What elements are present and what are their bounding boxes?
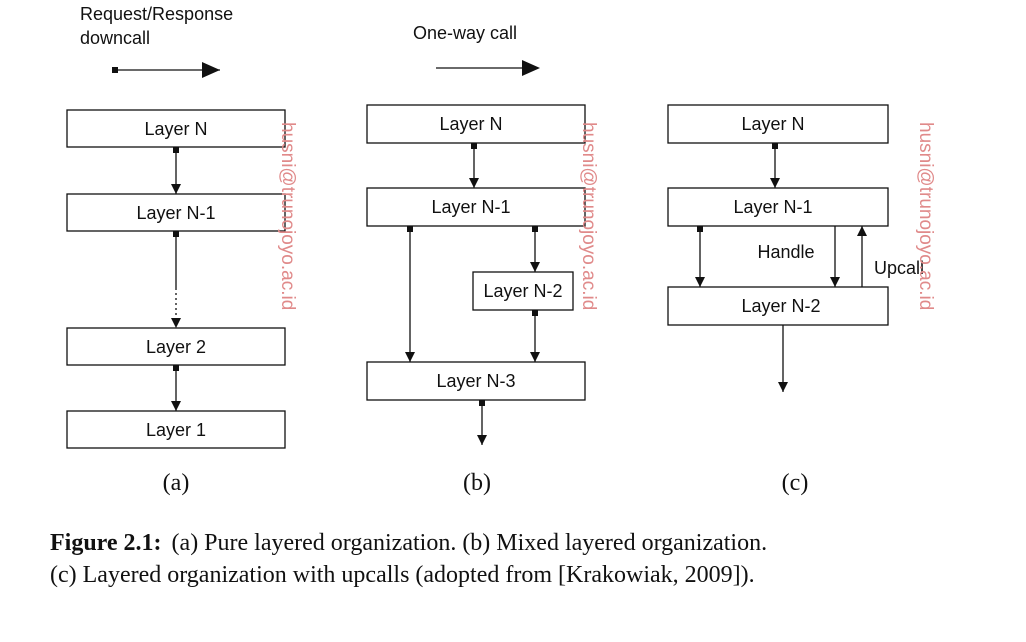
sub-label: (b) — [463, 470, 491, 496]
legend-text: One-way call — [413, 23, 517, 43]
layer-box — [667, 187, 889, 227]
caption-line: Figure 2.1: (a) Pure layered organizatio… — [50, 530, 767, 556]
layer-label: Layer 1 — [146, 420, 206, 440]
layer-box — [66, 109, 286, 148]
layer-box — [66, 410, 286, 449]
arrow-head — [202, 62, 220, 78]
caption-lead: Figure 2.1: — [50, 530, 162, 556]
handle-label: Handle — [757, 242, 814, 262]
sub-label: (a) — [163, 470, 190, 496]
layer-box — [366, 361, 586, 401]
layer-label: Layer N — [144, 119, 207, 139]
layer-box — [667, 286, 889, 326]
arrow-head — [522, 60, 540, 76]
caption-line: (c) Layered organization with upcalls (a… — [50, 562, 755, 588]
watermark: husni@trunojoyo.ac.id — [277, 122, 298, 310]
diagram: Request/Response downcall One-way call L… — [50, 4, 936, 588]
layer-label: Layer N-1 — [431, 197, 510, 217]
layer-box — [66, 193, 286, 232]
layer-box — [472, 271, 574, 311]
legend-text: Request/Response — [80, 4, 233, 24]
layer-label: Layer N-2 — [483, 281, 562, 301]
layer-box — [366, 104, 586, 144]
caption-text: (a) Pure layered organization. (b) Mixed… — [172, 530, 768, 556]
layer-label: Layer N-1 — [733, 197, 812, 217]
layer-box — [66, 327, 286, 366]
watermark: husni@trunojoyo.ac.id — [578, 122, 599, 310]
layer-label: Layer N — [439, 114, 502, 134]
layer-box — [667, 104, 889, 144]
sub-label: (c) — [782, 470, 809, 496]
layer-label: Layer 2 — [146, 337, 206, 357]
watermark: husni@trunojoyo.ac.id — [915, 122, 936, 310]
layer-label: Layer N-1 — [136, 203, 215, 223]
layer-label: Layer N-2 — [741, 296, 820, 316]
upcall-label: Upcall — [874, 258, 924, 278]
legend-text: downcall — [80, 28, 150, 48]
layer-label: Layer N — [741, 114, 804, 134]
layer-box — [366, 187, 586, 227]
layer-label: Layer N-3 — [436, 371, 515, 391]
